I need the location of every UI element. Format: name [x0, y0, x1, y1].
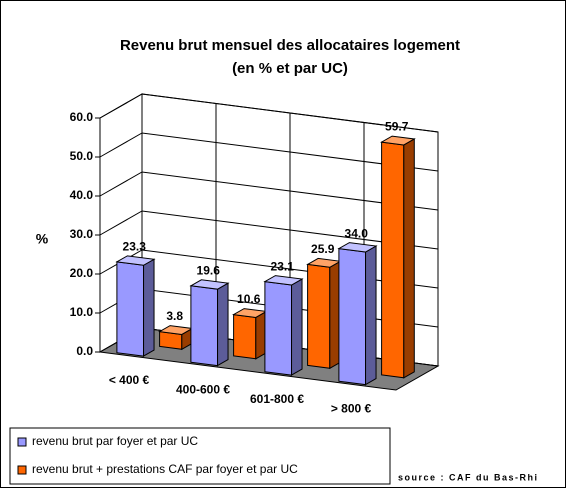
bar-side — [403, 138, 415, 379]
data-label: 59.7 — [385, 120, 409, 134]
bar-side — [217, 282, 229, 367]
grid-line — [99, 93, 439, 133]
data-label: 19.6 — [197, 264, 221, 278]
data-label: 25.9 — [311, 242, 335, 256]
data-label: 34.0 — [345, 226, 369, 240]
bar-front — [338, 248, 367, 386]
x-tick-label: 601-800 € — [250, 392, 304, 406]
legend-swatch — [17, 465, 27, 475]
bar-top — [115, 255, 156, 266]
y-tick-label: 50.0 — [70, 149, 94, 163]
bar-top — [380, 135, 416, 146]
y-tick-label: 0.0 — [76, 344, 93, 358]
grid-line — [99, 210, 439, 250]
x-tick-label: > 800 € — [331, 401, 372, 415]
y-tick-label: 60.0 — [70, 110, 94, 124]
data-label: 3.8 — [166, 309, 183, 323]
bar-front — [190, 285, 219, 367]
chart-title: Revenu brut mensuel des allocataires log… — [120, 37, 460, 54]
x-tick-label: 400-600 € — [176, 382, 230, 396]
legend-label: revenu brut par foyer et par UC — [32, 434, 198, 448]
y-tick-label: 30.0 — [70, 227, 94, 241]
data-label: 23.3 — [123, 240, 147, 254]
bar-side — [365, 245, 377, 386]
bar-top — [337, 242, 378, 253]
y-tick-label: 10.0 — [70, 305, 94, 319]
legend-label: revenu brut + prestations CAF par foyer … — [32, 462, 298, 476]
bar-front — [381, 141, 405, 379]
source-note: source : CAF du Bas-Rhi — [398, 472, 539, 482]
grid-line — [99, 171, 439, 211]
bar-front — [233, 314, 257, 360]
grid-line — [99, 132, 439, 172]
legend — [9, 427, 391, 485]
bar-side — [291, 278, 303, 376]
data-label: 23.1 — [271, 259, 295, 273]
x-tick-label: < 400 € — [109, 373, 150, 387]
y-tick-label: 40.0 — [70, 188, 94, 202]
bar-top — [263, 275, 304, 286]
bar-front — [307, 263, 331, 369]
bar-front — [264, 281, 293, 376]
legend-swatch — [17, 437, 27, 447]
chart-subtitle: (en % et par UC) — [232, 60, 348, 77]
y-tick-label: 20.0 — [70, 266, 94, 280]
bar-top — [189, 279, 230, 290]
bar-front — [116, 261, 145, 357]
y-axis-label: % — [36, 231, 49, 247]
bar-side — [143, 258, 155, 357]
data-label: 10.6 — [237, 292, 261, 306]
